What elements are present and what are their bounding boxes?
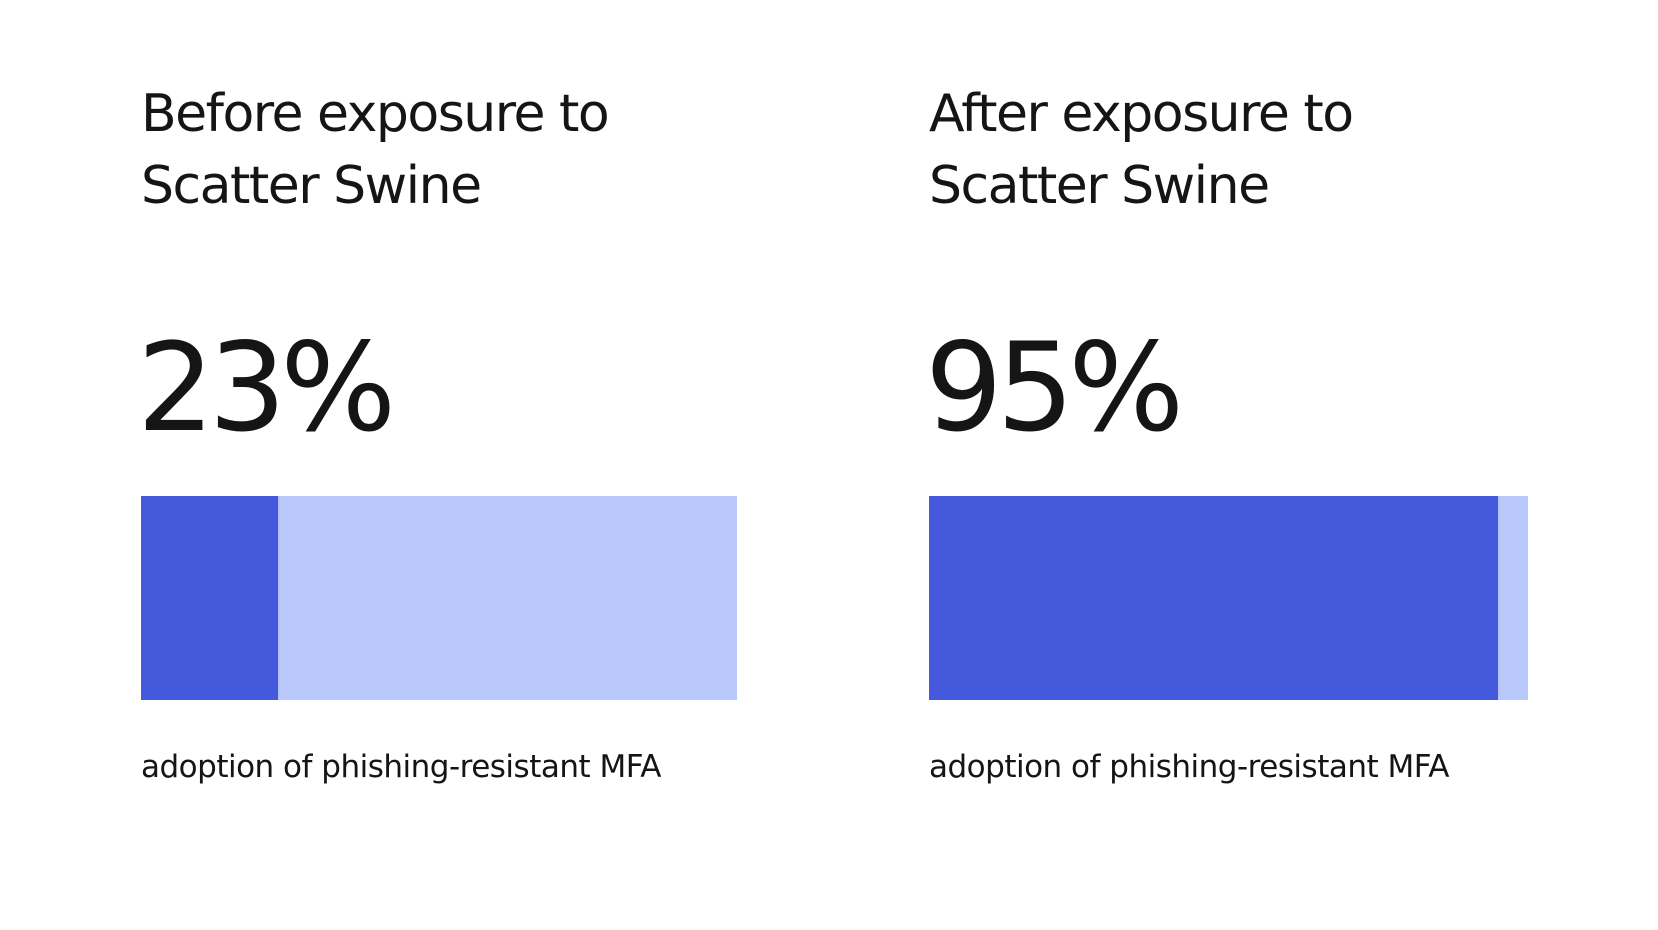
bar-chart — [141, 496, 737, 700]
bar — [141, 496, 279, 700]
value-label: 95% — [925, 317, 1184, 459]
caption: adoption of phishing-resistant MFA — [141, 749, 661, 785]
panel-title: Before exposure to Scatter Swine — [141, 84, 610, 216]
value-label: 23% — [137, 317, 396, 459]
panel-title: After exposure to Scatter Swine — [929, 84, 1354, 216]
bar — [929, 496, 1499, 700]
panel: After exposure to Scatter Swine 95% adopti… — [925, 0, 1528, 930]
caption: adoption of phishing-resistant MFA — [929, 749, 1449, 785]
panel: Before exposure to Scatter Swine 23% adopt… — [137, 0, 737, 930]
bar-chart — [929, 496, 1528, 700]
